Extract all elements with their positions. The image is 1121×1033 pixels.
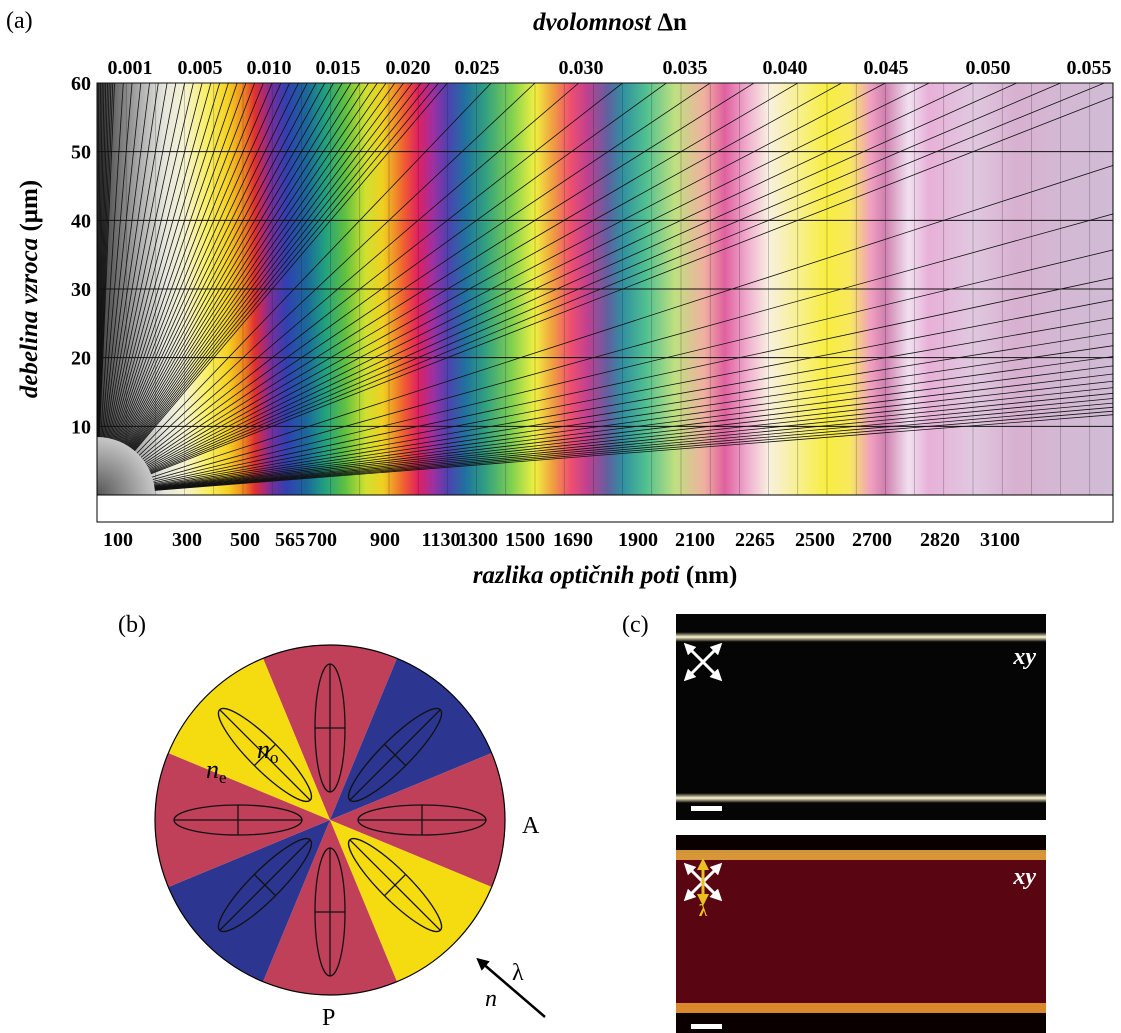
x-tick-label: 300: [172, 529, 202, 551]
ellipse: [314, 663, 346, 793]
top-tick-label: 0.001: [108, 57, 153, 79]
plane-label: xy: [1012, 864, 1036, 890]
x-tick-label: 2500: [795, 529, 835, 551]
top-tick-label: 0.055: [1067, 57, 1112, 79]
y-tick-label: 40: [71, 210, 91, 232]
y-tick-label: 20: [71, 348, 91, 370]
top-axis-title: dvolomnost Δn: [533, 9, 687, 36]
x-tick-label: 900: [370, 529, 400, 551]
ellipse: [347, 837, 443, 933]
top-tick-label: 0.045: [864, 57, 909, 79]
top-tick-label: 0.035: [663, 57, 708, 79]
x-tick-label: 700: [307, 529, 337, 551]
x-tick-label: 1690: [553, 529, 593, 551]
top-tick-label: 0.030: [559, 57, 604, 79]
top-tick-label: 0.025: [455, 57, 500, 79]
ellipse-label: no: [257, 735, 279, 767]
panel-label: (a): [6, 8, 33, 34]
x-tick-label: 500: [230, 529, 260, 551]
top-tick-label: 0.015: [316, 57, 361, 79]
plane-label: xy: [1012, 644, 1036, 670]
x-tick-label: 2820: [920, 529, 960, 551]
y-tick-label: 60: [71, 73, 91, 95]
x-tick-label: 3100: [980, 529, 1020, 551]
polarizer-label: P: [322, 1005, 335, 1031]
top-tick-label: 0.020: [386, 57, 431, 79]
order-row: [96, 494, 1114, 523]
ellipse: [217, 837, 313, 933]
wavelength-label: λ: [512, 960, 524, 986]
x-tick-label: 1500: [505, 529, 545, 551]
x-tick-label: 565: [275, 529, 305, 551]
y-tick-label: 10: [71, 416, 91, 438]
x-tick-label: 2100: [675, 529, 715, 551]
x-axis-title: razlika optičnih poti (nm): [473, 562, 738, 589]
normal-label: n: [485, 986, 497, 1012]
top-tick-label: 0.005: [178, 57, 223, 79]
ellipse: [347, 707, 443, 803]
y-tick-label: 30: [71, 279, 91, 301]
top-tick-label: 0.010: [247, 57, 292, 79]
light-arrow: [476, 957, 546, 1018]
x-tick-label: 1900: [618, 529, 658, 551]
ellipse-label: ne: [206, 755, 227, 787]
top-tick-label: 0.050: [966, 57, 1011, 79]
origin-disc: [97, 437, 155, 495]
y-tick-label: 50: [71, 142, 91, 164]
panel-label: (c): [622, 612, 649, 638]
x-tick-label: 2700: [852, 529, 892, 551]
x-tick-label: 100: [103, 529, 133, 551]
x-tick-label: 1130: [422, 529, 461, 551]
ellipse: [173, 804, 303, 836]
compensator-label: λ: [699, 901, 708, 920]
panel-label: (b): [118, 612, 146, 638]
top-tick-label: 0.040: [763, 57, 808, 79]
micrograph: xy: [676, 614, 1046, 820]
micrograph: λ xy: [676, 835, 1046, 1033]
polarization-disc: [154, 644, 506, 996]
ellipse: [357, 804, 487, 836]
x-tick-label: 1300: [458, 529, 498, 551]
analyzer-label: A: [522, 813, 540, 839]
y-axis-title: debelina vzroca (μm): [16, 180, 43, 398]
ellipse: [217, 707, 313, 803]
ellipse: [314, 847, 346, 977]
x-tick-label: 2265: [735, 529, 775, 551]
